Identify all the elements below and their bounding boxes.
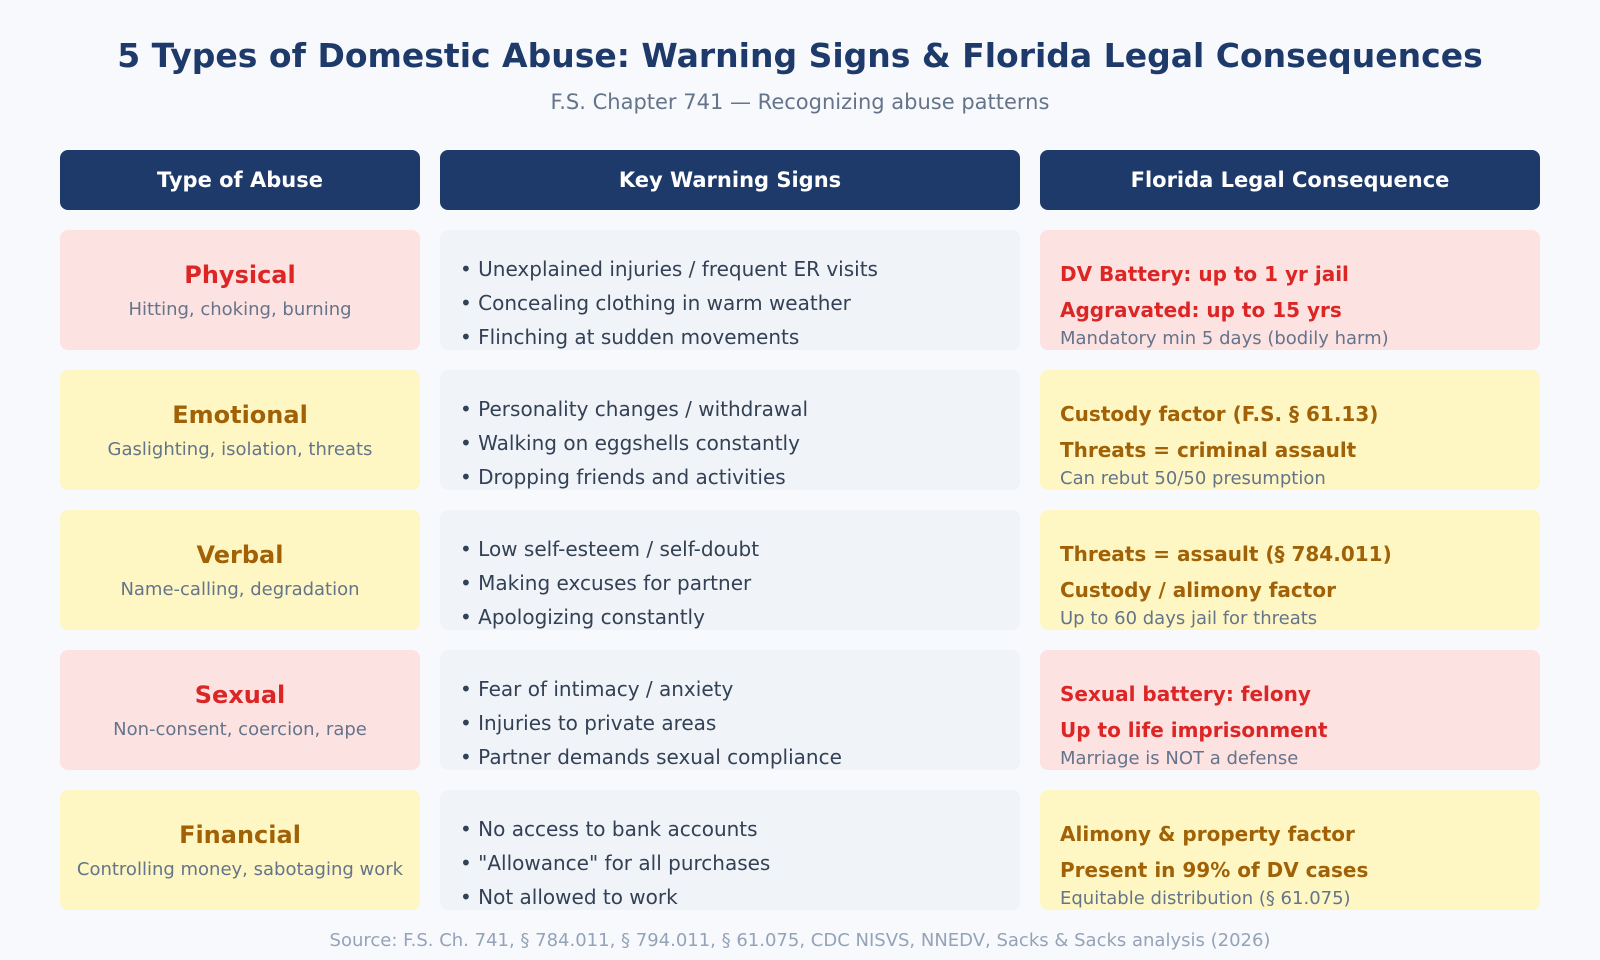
column-header: Type of Abuse bbox=[60, 150, 420, 210]
consequence-cell: Threats = assault (§ 784.011) Custody / a… bbox=[1040, 510, 1540, 630]
warning-sign: Injuries to private areas bbox=[460, 706, 1000, 740]
consequence: Custody / alimony factor bbox=[1060, 578, 1336, 602]
signs-cell: Personality changes / withdrawalWalking … bbox=[440, 370, 1020, 490]
abuse-description: Hitting, choking, burning bbox=[128, 298, 352, 320]
warning-sign: Concealing clothing in warm weather bbox=[460, 286, 1000, 320]
consequence-cell: Sexual battery: felony Up to life impriso… bbox=[1040, 650, 1540, 770]
signs-cell: Unexplained injuries / frequent ER visit… bbox=[440, 230, 1020, 350]
type-cell: Sexual Non-consent, coercion, rape bbox=[60, 650, 420, 770]
warning-sign: Walking on eggshells constantly bbox=[460, 426, 1000, 460]
subtitle: F.S. Chapter 741 — Recognizing abuse pat… bbox=[550, 90, 1050, 114]
abuse-type: Verbal bbox=[196, 540, 284, 569]
warning-sign: Fear of intimacy / anxiety bbox=[460, 672, 1000, 706]
warning-sign: "Allowance" for all purchases bbox=[460, 846, 1000, 880]
signs-cell: Fear of intimacy / anxietyInjuries to pr… bbox=[440, 650, 1020, 770]
consequence: Custody factor (F.S. § 61.13) bbox=[1060, 402, 1379, 426]
abuse-description: Controlling money, sabotaging work bbox=[76, 858, 404, 880]
signs-cell: No access to bank accounts"Allowance" fo… bbox=[440, 790, 1020, 910]
consequence-cell: Alimony & property factor Present in 99% … bbox=[1040, 790, 1540, 910]
consequence: Aggravated: up to 15 yrs bbox=[1060, 298, 1342, 322]
abuse-type: Financial bbox=[179, 820, 301, 849]
consequence-note: Equitable distribution (§ 61.075) bbox=[1060, 888, 1351, 909]
consequence-note: Can rebut 50/50 presumption bbox=[1060, 468, 1326, 489]
consequence: Present in 99% of DV cases bbox=[1060, 858, 1369, 882]
warning-sign: Low self-esteem / self-doubt bbox=[460, 532, 1000, 566]
consequence: Up to life imprisonment bbox=[1060, 718, 1328, 742]
consequence-cell: Custody factor (F.S. § 61.13) Threats = c… bbox=[1040, 370, 1540, 490]
warning-sign: Dropping friends and activities bbox=[460, 460, 1000, 494]
consequence-cell: DV Battery: up to 1 yr jail Aggravated: u… bbox=[1040, 230, 1540, 350]
warning-sign: Making excuses for partner bbox=[460, 566, 1000, 600]
consequence: DV Battery: up to 1 yr jail bbox=[1060, 262, 1349, 286]
column-header: Florida Legal Consequence bbox=[1040, 150, 1540, 210]
source: Source: F.S. Ch. 741, § 784.011, § 794.0… bbox=[329, 930, 1271, 951]
consequence: Alimony & property factor bbox=[1060, 822, 1355, 846]
type-cell: Financial Controlling money, sabotaging w… bbox=[60, 790, 420, 910]
type-cell: Emotional Gaslighting, isolation, threats bbox=[60, 370, 420, 490]
column-header: Key Warning Signs bbox=[440, 150, 1020, 210]
abuse-type: Emotional bbox=[172, 400, 308, 429]
warning-sign: No access to bank accounts bbox=[460, 812, 1000, 846]
warning-sign: Partner demands sexual compliance bbox=[460, 740, 1000, 774]
warning-sign: Apologizing constantly bbox=[460, 600, 1000, 634]
consequence: Threats = criminal assault bbox=[1060, 438, 1357, 462]
consequence-note: Up to 60 days jail for threats bbox=[1060, 608, 1318, 629]
abuse-description: Name-calling, degradation bbox=[120, 578, 360, 600]
type-cell: Verbal Name-calling, degradation bbox=[60, 510, 420, 630]
consequence-note: Mandatory min 5 days (bodily harm) bbox=[1060, 328, 1389, 349]
abuse-type: Physical bbox=[184, 260, 296, 289]
title: 5 Types of Domestic Abuse: Warning Signs… bbox=[117, 36, 1483, 75]
consequence: Sexual battery: felony bbox=[1060, 682, 1311, 706]
type-cell: Physical Hitting, choking, burning bbox=[60, 230, 420, 350]
warning-sign: Flinching at sudden movements bbox=[460, 320, 1000, 354]
consequence: Threats = assault (§ 784.011) bbox=[1060, 542, 1392, 566]
signs-cell: Low self-esteem / self-doubtMaking excus… bbox=[440, 510, 1020, 630]
abuse-type: Sexual bbox=[194, 680, 286, 709]
abuse-description: Gaslighting, isolation, threats bbox=[107, 438, 373, 460]
warning-sign: Personality changes / withdrawal bbox=[460, 392, 1000, 426]
warning-sign: Not allowed to work bbox=[460, 880, 1000, 914]
abuse-description: Non-consent, coercion, rape bbox=[113, 718, 367, 740]
consequence-note: Marriage is NOT a defense bbox=[1060, 748, 1299, 769]
warning-sign: Unexplained injuries / frequent ER visit… bbox=[460, 252, 1000, 286]
